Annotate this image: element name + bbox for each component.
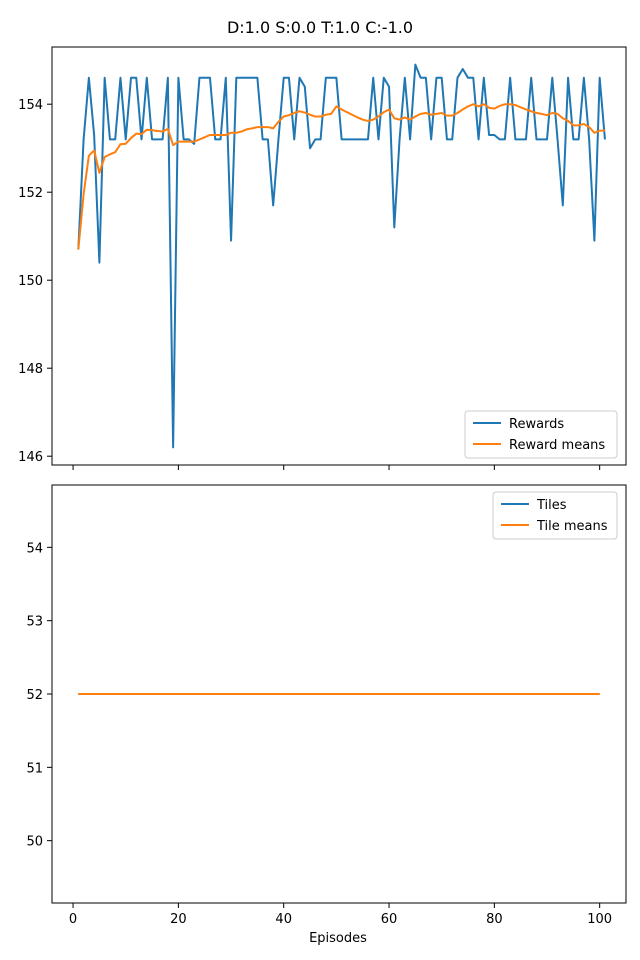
rewards-axes-frame bbox=[51, 46, 627, 466]
rewards-legend: Rewards Reward means bbox=[464, 410, 618, 459]
rewards-panel: 146 148 150 152 154 Rewards Reward means bbox=[18, 46, 627, 470]
x-tick-label: 40 bbox=[275, 912, 292, 927]
x-tick-label: 20 bbox=[170, 912, 187, 927]
y-tick-label: 50 bbox=[26, 835, 43, 850]
y-tick-label: 53 bbox=[26, 615, 43, 630]
y-tick-label: 150 bbox=[18, 274, 43, 289]
legend-box bbox=[464, 410, 618, 459]
series-line-rewards bbox=[77, 63, 606, 449]
series-line-reward-means bbox=[77, 103, 605, 250]
tiles-panel: 0 20 40 60 80 100 50 51 52 53 54 Tiles Tile means E… bbox=[26, 484, 627, 946]
tiles-legend: Tiles Tile means bbox=[492, 491, 618, 540]
y-tick-label: 154 bbox=[18, 98, 43, 113]
legend-label: Rewards bbox=[509, 417, 564, 432]
x-tick-label: 100 bbox=[587, 912, 612, 927]
rewards-plot-area bbox=[77, 63, 606, 449]
y-tick-label: 52 bbox=[26, 688, 43, 703]
legend-label: Tiles bbox=[536, 498, 567, 513]
y-tick-label: 152 bbox=[18, 186, 43, 201]
y-tick-label: 146 bbox=[18, 450, 43, 465]
y-tick-label: 54 bbox=[26, 541, 43, 556]
figure-title: D:1.0 S:0.0 T:1.0 C:-1.0 bbox=[227, 18, 413, 37]
x-axis-label: Episodes bbox=[309, 931, 367, 946]
x-tick-label: 60 bbox=[381, 912, 398, 927]
legend-label: Reward means bbox=[509, 438, 605, 453]
y-tick-label: 51 bbox=[26, 761, 43, 776]
tiles-ticks: 0 20 40 60 80 100 50 51 52 53 54 bbox=[26, 541, 612, 927]
x-tick-label: 0 bbox=[69, 912, 77, 927]
legend-label: Tile means bbox=[536, 519, 608, 534]
y-tick-label: 148 bbox=[18, 362, 43, 377]
rewards-ticks: 146 148 150 152 154 bbox=[18, 98, 601, 470]
x-tick-label: 80 bbox=[486, 912, 503, 927]
